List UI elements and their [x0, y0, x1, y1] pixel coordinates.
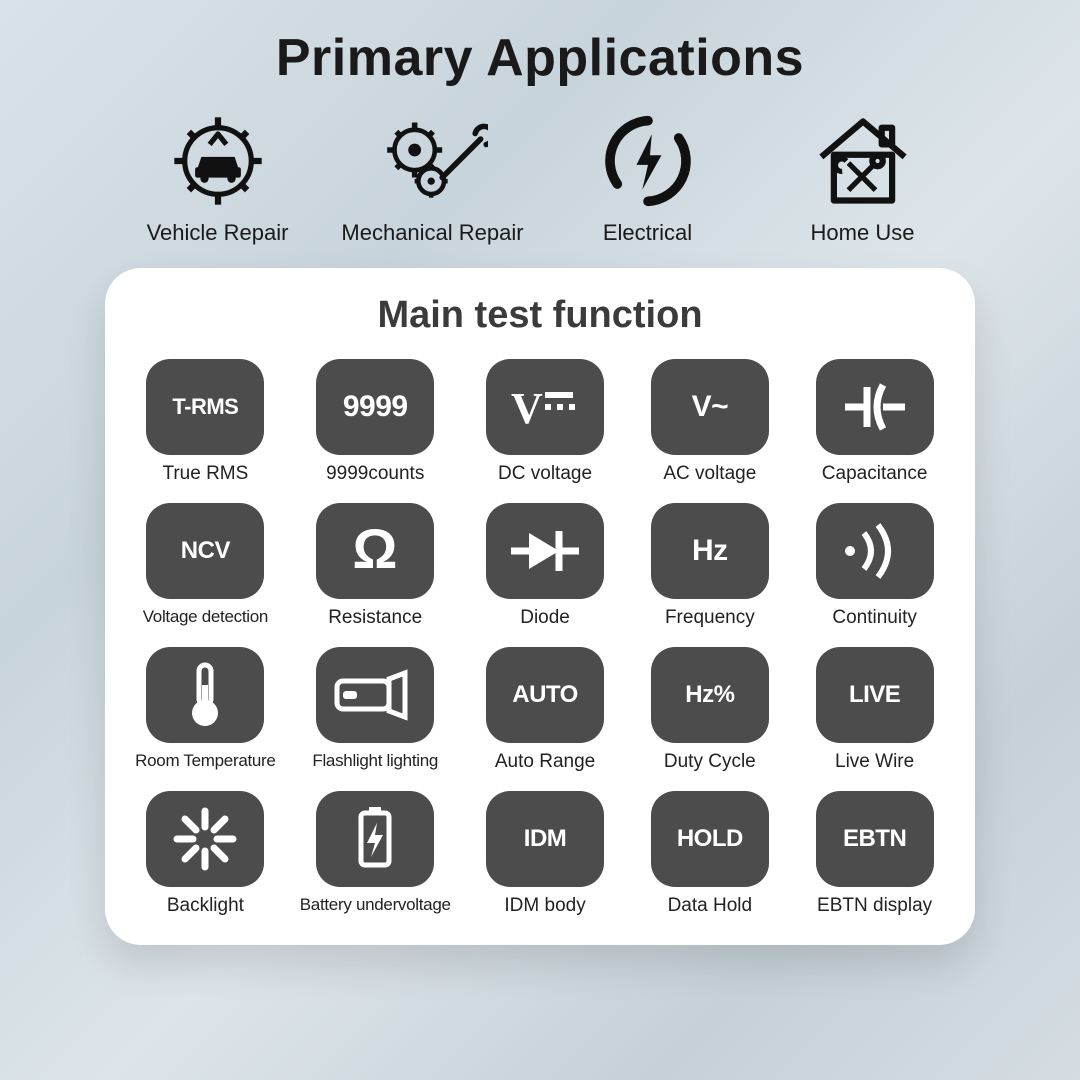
mechanical-repair-icon: [378, 106, 488, 216]
function-cell: DC voltage: [475, 359, 616, 485]
function-label: Flashlight lighting: [312, 751, 438, 771]
function-cell: V~ AC voltage: [639, 359, 780, 485]
home-use-icon: [808, 106, 918, 216]
tile-glyph: 9999: [343, 390, 408, 424]
function-label: Room Temperature: [135, 751, 275, 771]
function-tile: AUTO: [486, 647, 604, 743]
function-tile: Hz: [651, 503, 769, 599]
function-tile: NCV: [146, 503, 264, 599]
battery-icon: [350, 802, 400, 876]
function-cell: T-RMS True RMS: [135, 359, 276, 485]
flash-icon: [331, 667, 419, 723]
tile-glyph: T-RMS: [172, 394, 238, 420]
app-label: Electrical: [603, 220, 692, 246]
function-cell: LIVE Live Wire: [804, 647, 945, 773]
app-mechanical-repair: Mechanical Repair: [333, 106, 533, 246]
function-label: Data Hold: [668, 895, 753, 917]
tile-glyph: LIVE: [849, 681, 900, 709]
thermo-icon: [180, 659, 230, 731]
tile-glyph: Hz%: [685, 681, 734, 709]
function-tile: [316, 647, 434, 743]
function-label: IDM body: [504, 895, 585, 917]
function-label: Voltage detection: [143, 607, 268, 627]
function-cell: IDM IDM body: [475, 791, 616, 917]
function-cell: Flashlight lighting: [300, 647, 451, 773]
function-tile: [316, 503, 434, 599]
function-tile: EBTN: [816, 791, 934, 887]
function-tile: HOLD: [651, 791, 769, 887]
panel-title: Main test function: [135, 294, 945, 337]
function-cell: Hz% Duty Cycle: [639, 647, 780, 773]
function-cell: NCV Voltage detection: [135, 503, 276, 629]
function-tile: [146, 647, 264, 743]
page-title: Primary Applications: [0, 0, 1080, 88]
app-label: Mechanical Repair: [341, 220, 523, 246]
electrical-icon: [593, 106, 703, 216]
function-tile: [316, 791, 434, 887]
function-label: Frequency: [665, 607, 755, 629]
tile-glyph: V~: [692, 390, 729, 424]
function-cell: HOLD Data Hold: [639, 791, 780, 917]
vehicle-repair-icon: [163, 106, 273, 216]
function-label: True RMS: [162, 463, 248, 485]
function-tile: [146, 791, 264, 887]
function-tile: LIVE: [816, 647, 934, 743]
function-cell: Diode: [475, 503, 616, 629]
function-label: AC voltage: [663, 463, 756, 485]
app-label: Vehicle Repair: [147, 220, 289, 246]
omega-icon: [340, 516, 410, 586]
tile-glyph: EBTN: [843, 825, 906, 853]
function-cell: Hz Frequency: [639, 503, 780, 629]
function-label: EBTN display: [817, 895, 932, 917]
tile-glyph: NCV: [181, 537, 230, 565]
function-cell: Backlight: [135, 791, 276, 917]
function-tile: V~: [651, 359, 769, 455]
function-cell: AUTO Auto Range: [475, 647, 616, 773]
function-tile: IDM: [486, 791, 604, 887]
function-label: Duty Cycle: [664, 751, 756, 773]
function-label: Diode: [520, 607, 570, 629]
tile-glyph: AUTO: [512, 681, 578, 709]
dcv-icon: [505, 379, 585, 435]
cont-icon: [840, 519, 910, 583]
function-cell: Capacitance: [804, 359, 945, 485]
function-tile: Hz%: [651, 647, 769, 743]
applications-row: Vehicle Repair: [110, 106, 970, 246]
function-tile: [486, 359, 604, 455]
function-label: Auto Range: [495, 751, 595, 773]
function-label: Battery undervoltage: [300, 895, 451, 915]
function-tile: 9999: [316, 359, 434, 455]
app-electrical: Electrical: [548, 106, 748, 246]
app-vehicle-repair: Vehicle Repair: [118, 106, 318, 246]
function-label: 9999counts: [326, 463, 424, 485]
function-label: Capacitance: [822, 463, 928, 485]
tile-glyph: HOLD: [677, 825, 743, 853]
functions-grid: T-RMS True RMS 9999 9999counts DC voltage V~ A…: [135, 359, 945, 917]
function-tile: [816, 503, 934, 599]
function-label: Continuity: [832, 607, 917, 629]
function-cell: 9999 9999counts: [300, 359, 451, 485]
app-home-use: Home Use: [763, 106, 963, 246]
tile-glyph: IDM: [524, 825, 567, 853]
function-cell: Battery undervoltage: [300, 791, 451, 917]
function-label: DC voltage: [498, 463, 592, 485]
function-cell: Continuity: [804, 503, 945, 629]
function-tile: T-RMS: [146, 359, 264, 455]
function-cell: Room Temperature: [135, 647, 276, 773]
function-label: Live Wire: [835, 751, 914, 773]
functions-panel: Main test function T-RMSTrue RMS99999999…: [105, 268, 975, 945]
diode-icon: [503, 523, 587, 579]
function-cell: EBTN EBTN display: [804, 791, 945, 917]
function-tile: [486, 503, 604, 599]
function-label: Backlight: [167, 895, 244, 917]
tile-glyph: Hz: [692, 534, 728, 568]
app-label: Home Use: [811, 220, 915, 246]
function-cell: Resistance: [300, 503, 451, 629]
cap-icon: [835, 377, 915, 437]
backlight-icon: [169, 803, 241, 875]
function-tile: [816, 359, 934, 455]
function-label: Resistance: [328, 607, 422, 629]
